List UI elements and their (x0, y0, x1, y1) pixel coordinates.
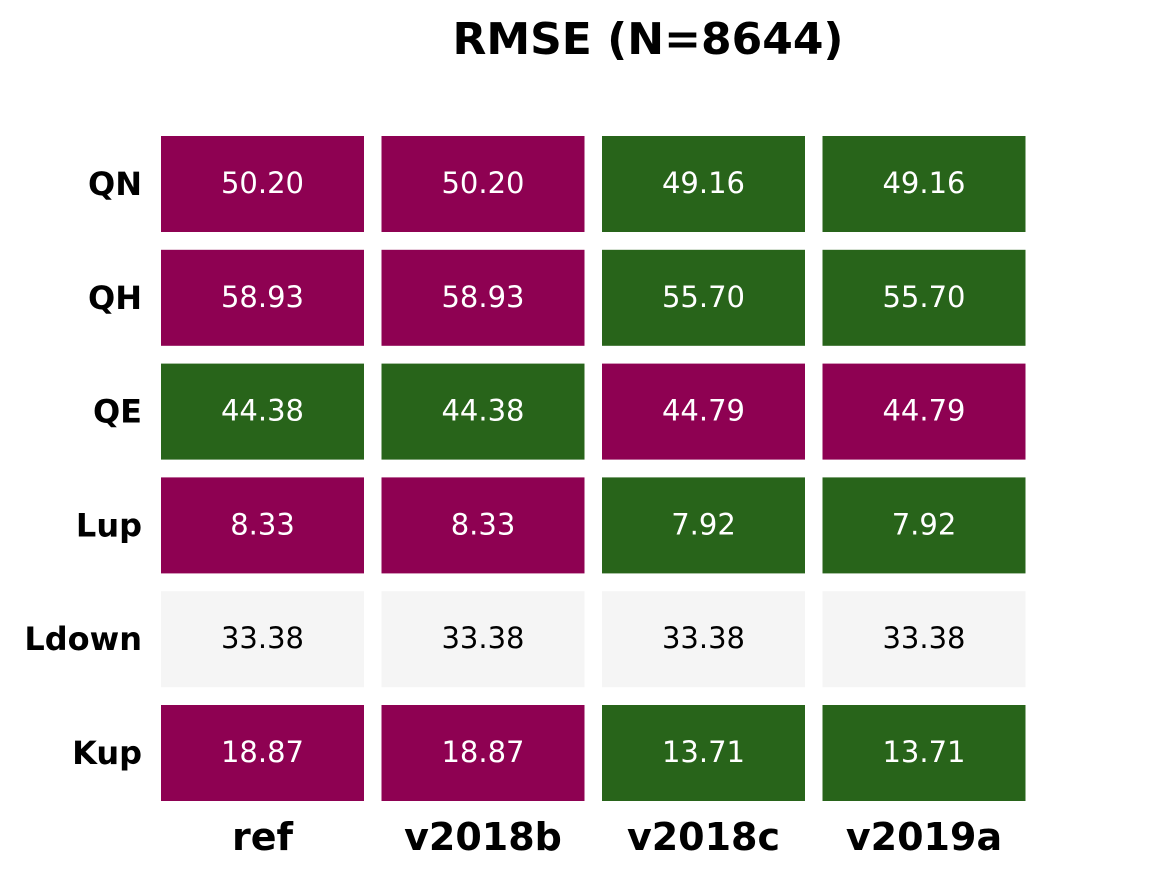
heatmap-cell-qe-ref (161, 363, 364, 460)
cell-value-qh-v2019a: 55.70 (882, 280, 965, 314)
row-labels: QN QH QE Lup Ldown Kup (24, 165, 142, 772)
heatmap-cell-kup-ref (161, 705, 364, 801)
cell-value-qe-v2019a: 44.79 (882, 394, 965, 428)
row-label-lup: Lup (76, 506, 142, 544)
heatmap-cell-qh-v2018c (602, 249, 805, 346)
cell-value-qn-v2019a: 49.16 (882, 166, 965, 200)
column-labels: ref v2018b v2018c v2019a (232, 815, 1002, 859)
heatmap-cell-qh-ref (161, 249, 364, 346)
row-label-qn: QN (88, 165, 142, 203)
cell-value-qh-v2018c: 55.70 (662, 280, 745, 314)
heatmap-cell-ldown-ref (161, 591, 364, 688)
heatmap-cell-qh-v2018b (381, 249, 585, 346)
cell-value-kup-ref: 18.87 (221, 735, 304, 769)
heatmap-cell-qn-v2019a (822, 136, 1026, 232)
column-label-v2018b: v2018b (404, 815, 562, 859)
cell-value-qe-v2018c: 44.79 (662, 394, 745, 428)
heatmap-cell-kup-v2018c (602, 705, 805, 801)
row-label-qe: QE (93, 393, 142, 431)
cell-value-lup-ref: 8.33 (230, 507, 295, 541)
heatmap-cell-ldown-v2018b (381, 591, 585, 688)
heatmap-cells: 50.20 50.20 49.16 49.16 58.93 58.93 55.70 55.70… (161, 136, 1026, 801)
heatmap-cell-qn-ref (161, 136, 364, 232)
heatmap-cell-qn-v2018b (381, 136, 585, 232)
heatmap-cell-kup-v2018b (381, 705, 585, 801)
heatmap-cell-lup-v2018c (602, 477, 805, 574)
cell-value-lup-v2018b: 8.33 (451, 507, 516, 541)
cell-value-qn-v2018c: 49.16 (662, 166, 745, 200)
column-label-ref: ref (232, 815, 294, 859)
cell-value-qe-ref: 44.38 (221, 394, 304, 428)
cell-value-qe-v2018b: 44.38 (441, 394, 524, 428)
heatmap-cell-lup-v2018b (381, 477, 585, 574)
column-label-v2019a: v2019a (846, 815, 1002, 859)
cell-value-qh-v2018b: 58.93 (441, 280, 524, 314)
heatmap-cell-qe-v2019a (822, 363, 1026, 460)
cell-value-qh-ref: 58.93 (221, 280, 304, 314)
heatmap-cell-qh-v2019a (822, 249, 1026, 346)
heatmap-cell-kup-v2019a (822, 705, 1026, 801)
cell-value-kup-v2018b: 18.87 (441, 735, 524, 769)
heatmap-cell-qe-v2018b (381, 363, 585, 460)
cell-value-lup-v2018c: 7.92 (671, 507, 736, 541)
heatmap-cell-lup-ref (161, 477, 364, 574)
cell-value-kup-v2018c: 13.71 (662, 735, 745, 769)
heatmap-cell-ldown-v2019a (822, 591, 1026, 688)
heatmap-cell-lup-v2019a (822, 477, 1026, 574)
cell-value-qn-ref: 50.20 (221, 166, 304, 200)
cell-value-ldown-v2018c: 33.38 (662, 621, 745, 655)
chart-title: RMSE (N=8644) (452, 14, 843, 65)
heatmap-cell-ldown-v2018c (602, 591, 805, 688)
cell-value-qn-v2018b: 50.20 (441, 166, 524, 200)
cell-value-ldown-v2019a: 33.38 (882, 621, 965, 655)
row-label-kup: Kup (72, 734, 142, 772)
cell-value-ldown-ref: 33.38 (221, 621, 304, 655)
row-label-qh: QH (88, 279, 142, 317)
column-label-v2018c: v2018c (627, 815, 780, 859)
heatmap-cell-qn-v2018c (602, 136, 805, 232)
cell-value-kup-v2019a: 13.71 (882, 735, 965, 769)
heatmap-cell-qe-v2018c (602, 363, 805, 460)
cell-value-lup-v2019a: 7.92 (892, 507, 957, 541)
row-label-ldown: Ldown (24, 620, 142, 658)
cell-value-ldown-v2018b: 33.38 (441, 621, 524, 655)
